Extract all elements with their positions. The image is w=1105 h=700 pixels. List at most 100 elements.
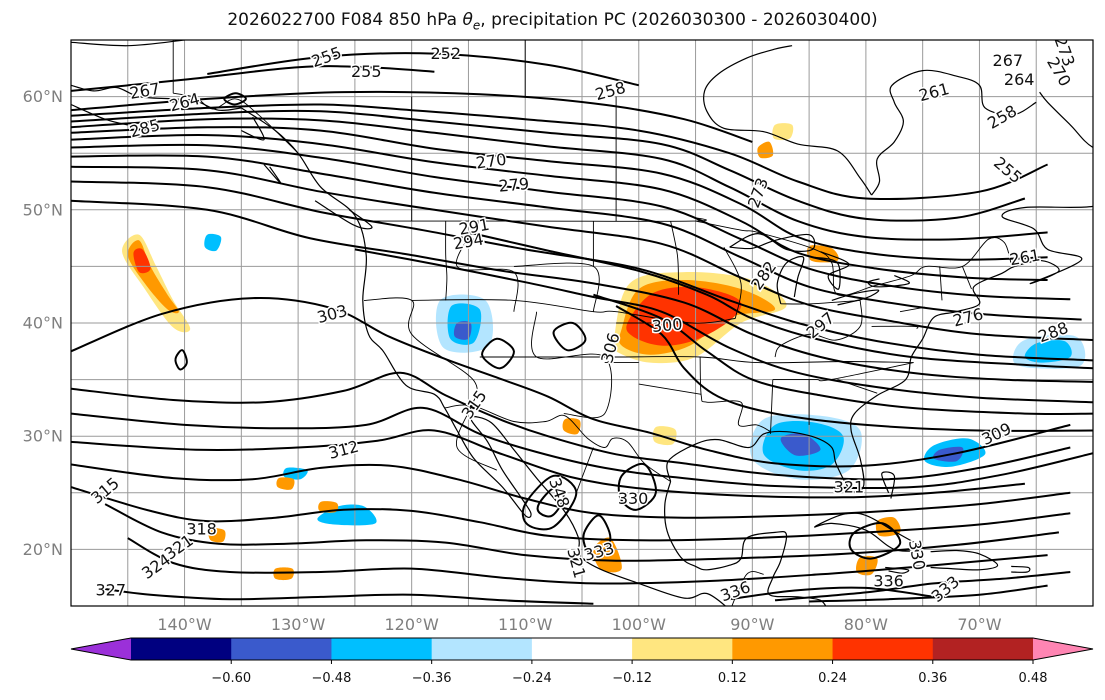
colorbar-tick-label: −0.60 bbox=[211, 671, 251, 686]
precip-shade-region bbox=[204, 233, 222, 252]
precip-shade-region bbox=[208, 528, 226, 543]
coastline bbox=[71, 40, 185, 47]
political-border bbox=[455, 220, 519, 312]
coastline bbox=[241, 116, 265, 141]
theta-e-contour bbox=[71, 180, 1093, 362]
theta-e-contour bbox=[71, 486, 1071, 542]
colorbar-under-extend bbox=[71, 638, 131, 660]
colorbar-swatch bbox=[431, 638, 533, 660]
coastline bbox=[867, 274, 910, 288]
lon-tick-label: 80°W bbox=[844, 615, 888, 634]
lon-tick-label: 120°W bbox=[384, 615, 439, 634]
theta-e-contour bbox=[71, 199, 1093, 383]
colorbar-tick-label: 0.12 bbox=[718, 671, 747, 686]
lon-tick-label: 90°W bbox=[730, 615, 774, 634]
political-border bbox=[638, 383, 702, 395]
theta-e-contour-cell bbox=[223, 92, 247, 106]
map-title: 2026022700 F084 850 hPa θe, precipitatio… bbox=[227, 10, 878, 33]
colorbar-over-extend bbox=[1033, 638, 1093, 660]
political-border bbox=[699, 356, 771, 433]
political-border bbox=[444, 404, 671, 482]
lat-tick-label: 40°N bbox=[23, 314, 63, 333]
lat-tick-label: 50°N bbox=[23, 200, 63, 219]
theta-e-contour bbox=[615, 305, 1093, 432]
theta-e-contour-cell bbox=[481, 337, 515, 370]
political-border bbox=[772, 362, 914, 382]
colorbar-tick-label: −0.36 bbox=[412, 671, 452, 686]
precip-shading-layer bbox=[122, 123, 1086, 581]
theta-e-contour bbox=[71, 429, 1026, 499]
theta-e-contour bbox=[71, 143, 1071, 301]
colorbar-swatch bbox=[231, 638, 332, 660]
political-border bbox=[695, 220, 1012, 296]
contour-label: 336 bbox=[873, 572, 904, 591]
theta-e-contour-cell bbox=[521, 474, 578, 531]
precip-shade-region bbox=[453, 321, 472, 340]
lon-tick-label: 130°W bbox=[271, 615, 326, 634]
coastline bbox=[814, 512, 923, 552]
theta-e-contour bbox=[71, 126, 1048, 261]
coastline bbox=[871, 69, 1037, 196]
precip-shade-region bbox=[273, 567, 294, 581]
colorbar-swatch bbox=[531, 638, 633, 660]
theta-e-contour bbox=[468, 231, 1093, 370]
coastline bbox=[1011, 565, 1031, 573]
colorbar-swatch bbox=[832, 638, 934, 660]
lon-tick-label: 110°W bbox=[498, 615, 553, 634]
political-border bbox=[374, 217, 707, 222]
lon-tick-label: 100°W bbox=[612, 615, 667, 634]
theta-e-contour bbox=[104, 503, 1060, 562]
colorbar-swatch bbox=[131, 638, 232, 660]
graticule bbox=[71, 40, 1093, 606]
theta-e-contour-cell bbox=[848, 522, 902, 560]
precip-shade-region bbox=[593, 537, 622, 573]
theta-e-contour bbox=[71, 117, 1048, 241]
theta-e-contour bbox=[127, 537, 1048, 585]
contour-label: 264 bbox=[1004, 70, 1035, 89]
precip-shade-region bbox=[652, 426, 677, 446]
colorbar-tick-label: −0.24 bbox=[512, 671, 552, 686]
lat-tick-label: 30°N bbox=[23, 427, 63, 446]
precip-shade-region bbox=[276, 477, 295, 490]
colorbar-tick-label: 0.36 bbox=[918, 671, 947, 686]
lat-tick-label: 60°N bbox=[23, 87, 63, 106]
theta-e-contour-cell bbox=[536, 487, 565, 518]
contour-label: 330 bbox=[618, 489, 649, 508]
colorbar-tick-label: 0.24 bbox=[818, 671, 847, 686]
colorbar-outline bbox=[70, 637, 1094, 661]
precip-shade-region bbox=[780, 433, 821, 456]
coastline bbox=[703, 45, 873, 196]
coastline bbox=[240, 107, 727, 606]
theta-e-contour-cell bbox=[552, 321, 587, 352]
theta-e-contour bbox=[774, 571, 1071, 602]
theta-e-contour bbox=[354, 248, 1093, 404]
political-border bbox=[774, 300, 863, 358]
contour-label: 300 bbox=[651, 314, 683, 336]
map-frame bbox=[70, 39, 1094, 607]
political-border bbox=[871, 325, 919, 330]
coastline bbox=[314, 200, 373, 230]
coastline bbox=[776, 255, 805, 304]
precip-shade-region bbox=[757, 141, 774, 159]
political-border bbox=[173, 92, 299, 154]
political-border bbox=[455, 405, 498, 471]
lon-tick-label: 70°W bbox=[957, 615, 1001, 634]
precip-shade-region bbox=[562, 418, 581, 435]
contour-label: 321 bbox=[834, 478, 865, 497]
colorbar-tick-label: −0.48 bbox=[312, 671, 352, 686]
precip-shade-region bbox=[133, 248, 151, 274]
theta-e-contours bbox=[71, 52, 1093, 605]
lon-tick-label: 140°W bbox=[157, 615, 212, 634]
political-border bbox=[939, 266, 943, 301]
precip-shade-region bbox=[772, 123, 794, 141]
theta-e-contour bbox=[729, 586, 935, 601]
political-border bbox=[670, 221, 680, 295]
theta-e-contour bbox=[71, 65, 435, 92]
contour-label: 318 bbox=[186, 520, 217, 539]
contour-label: 255 bbox=[351, 62, 382, 81]
political-border bbox=[780, 299, 861, 305]
theta-e-contour bbox=[104, 588, 594, 605]
theta-e-contour bbox=[71, 109, 1026, 222]
theta-e-contour bbox=[71, 103, 1048, 200]
